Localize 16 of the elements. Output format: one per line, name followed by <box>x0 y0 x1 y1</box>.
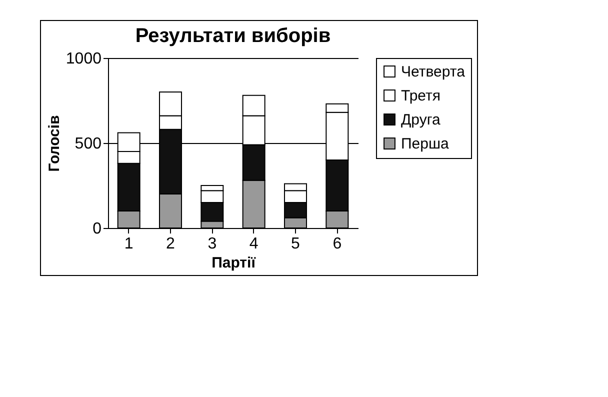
legend-label: Третя <box>401 88 440 104</box>
y-tick-label: 500 <box>74 136 102 152</box>
x-tick-label: 5 <box>291 236 300 252</box>
legend-label: Четверта <box>401 64 466 80</box>
y-axis-title: Голосів <box>46 115 63 172</box>
x-tick-label: 4 <box>249 236 258 252</box>
x-tick-label: 3 <box>208 236 217 252</box>
x-tick-label: 1 <box>124 236 134 252</box>
x-axis-title: Партії <box>212 254 256 272</box>
x-tick-label: 2 <box>166 236 176 252</box>
legend-label: Перша <box>401 136 450 152</box>
chart-title: Результати виборів <box>135 25 331 47</box>
y-tick-label: 0 <box>92 220 102 238</box>
legend-label: Друга <box>401 112 441 128</box>
y-tick-label: 1000 <box>66 50 102 68</box>
x-tick-label: 6 <box>332 236 342 252</box>
